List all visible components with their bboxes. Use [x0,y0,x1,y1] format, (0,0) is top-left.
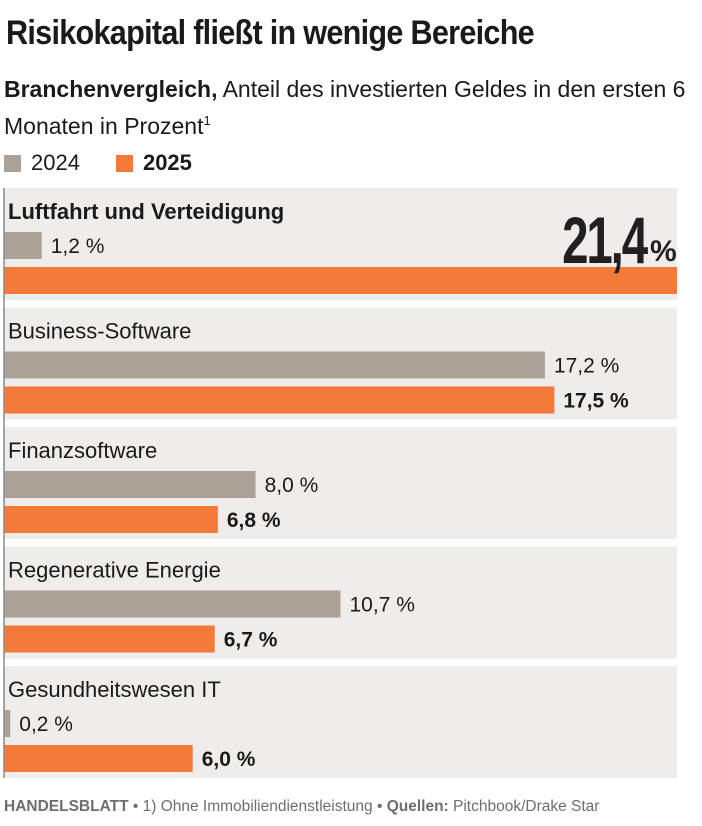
legend-label-2024: 2024 [31,150,80,175]
bar-2025-finanzsoftware [4,506,218,533]
legend-swatch-2024 [4,154,21,172]
data-label-2024-finanzsoftware: 8,0 % [265,474,319,497]
category-label: Luftfahrt und Verteidigung [8,199,284,224]
legend: 2024 2025 [4,150,228,176]
data-label-2025-gesundheitswesen-it: 6,0 % [202,748,256,771]
chart-subtitle: Branchenvergleich, Anteil des investiert… [4,74,694,142]
category-label: Gesundheitswesen IT [8,677,221,702]
subtitle-text: Anteil des investierten Geldes in den er… [4,76,686,139]
legend-item-2024: 2024 [4,150,80,176]
legend-label-2025: 2025 [142,150,192,175]
legend-swatch-2025 [115,154,133,172]
data-label-2025-business-software: 17,5 % [563,390,629,413]
bar-2025-gesundheitswesen-it [4,745,193,772]
bar-2025-regenerative-energie [4,625,215,653]
data-label-2024-business-software: 17,2 % [554,355,619,378]
bar-2025-luftfahrt-und-verteidigung [4,267,677,294]
footer-brand: HANDELSBLATT [4,798,129,815]
bar-2025-business-software [4,386,555,414]
bar-2024-regenerative-energie [4,590,341,618]
data-label-2025-finanzsoftware: 6,8 % [227,509,281,532]
legend-item-2025: 2025 [115,150,192,176]
data-label-2024-gesundheitswesen-it: 0,2 % [19,713,73,736]
bar-2024-gesundheitswesen-it [4,710,11,737]
highlight-unit: % [650,235,677,268]
footnote-marker: 1 [203,113,211,128]
footer-source: Pitchbook/Drake Star [448,798,600,815]
chart-title: Risikokapital fließt in wenige Bereiche [6,14,535,52]
footer-note: • 1) Ohne Immobiliendienstleistung • [128,798,387,815]
subtitle-bold: Branchenvergleich, [4,76,218,102]
bar-2024-luftfahrt-und-verteidigung [4,232,42,259]
footer: HANDELSBLATT • 1) Ohne Immobiliendienstl… [4,798,599,816]
category-label: Finanzsoftware [8,438,157,463]
footer-source-label: Quellen: [386,798,449,815]
category-label: Regenerative Energie [8,558,221,583]
data-label-2024-luftfahrt-und-verteidigung: 1,2 % [51,235,105,258]
data-label-2025-regenerative-energie: 6,7 % [224,629,278,652]
category-label: Business-Software [8,319,191,344]
data-label-2024-regenerative-energie: 10,7 % [350,594,415,617]
bar-2024-finanzsoftware [4,471,256,498]
highlight-value: 21,4 [562,204,648,277]
bar-2024-business-software [4,351,545,379]
